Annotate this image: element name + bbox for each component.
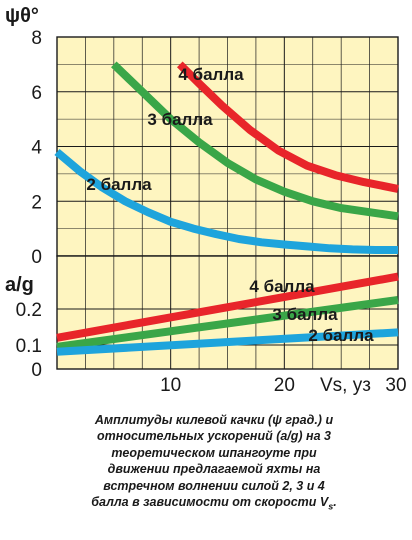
series-line-3-ball [111, 61, 399, 221]
plot-frame [56, 255, 399, 370]
pitch-amplitude-panel: 4 балла 3 балла 2 балла 0 2 4 6 8ψθ° [5, 5, 399, 268]
caption-end: . [333, 495, 337, 510]
series-label-4-ball: 4 балла [249, 277, 315, 296]
chart-caption: Амплитуды килевой качки (ψ град.) и отно… [84, 412, 344, 515]
y-axis-label: ψθ° [5, 5, 39, 27]
caption-subscript: s [328, 501, 334, 512]
x-tick-label: 20 [274, 375, 295, 396]
series-line-2-ball [56, 328, 399, 356]
series-label-3-ball: 3 балла [272, 305, 338, 324]
acceleration-panel: 4 балла 3 балла 2 балла 0 0.1 0.2 a/g 10 20 30 Vs,… [5, 255, 407, 396]
series-label-2-ball: 2 балла [86, 175, 152, 194]
chart: 4 балла 3 балла 2 балла 0 2 4 6 8ψθ° 4 балла 3 ба… [5, 5, 407, 396]
y-tick-label: 4 [31, 138, 42, 159]
series-label-3-ball: 3 балла [147, 110, 213, 129]
series-label-2-ball: 2 балла [308, 326, 374, 345]
series-line-4-ball [176, 61, 399, 193]
y-axis-label: a/g [5, 274, 34, 296]
series-line-2-ball [54, 148, 398, 254]
y-tick-label: 2 [31, 192, 42, 213]
y-tick-label: 0.2 [16, 300, 42, 321]
caption-text: Амплитуды килевой качки (ψ град.) и отно… [91, 413, 334, 510]
series-line-3-ball [56, 296, 399, 351]
y-tick-label: 0.1 [16, 336, 42, 357]
series-line-4-ball [56, 272, 399, 342]
x-tick-label: 30 [385, 375, 406, 396]
x-tick-label: 10 [160, 375, 181, 396]
x-axis-label: Vs, уз [320, 375, 371, 396]
y-tick-label: 0 [31, 360, 42, 381]
y-tick-label: 0 [31, 247, 42, 268]
y-tick-label: 6 [31, 83, 42, 104]
series-label-4-ball: 4 балла [178, 65, 244, 84]
y-tick-label: 8 [31, 28, 42, 49]
